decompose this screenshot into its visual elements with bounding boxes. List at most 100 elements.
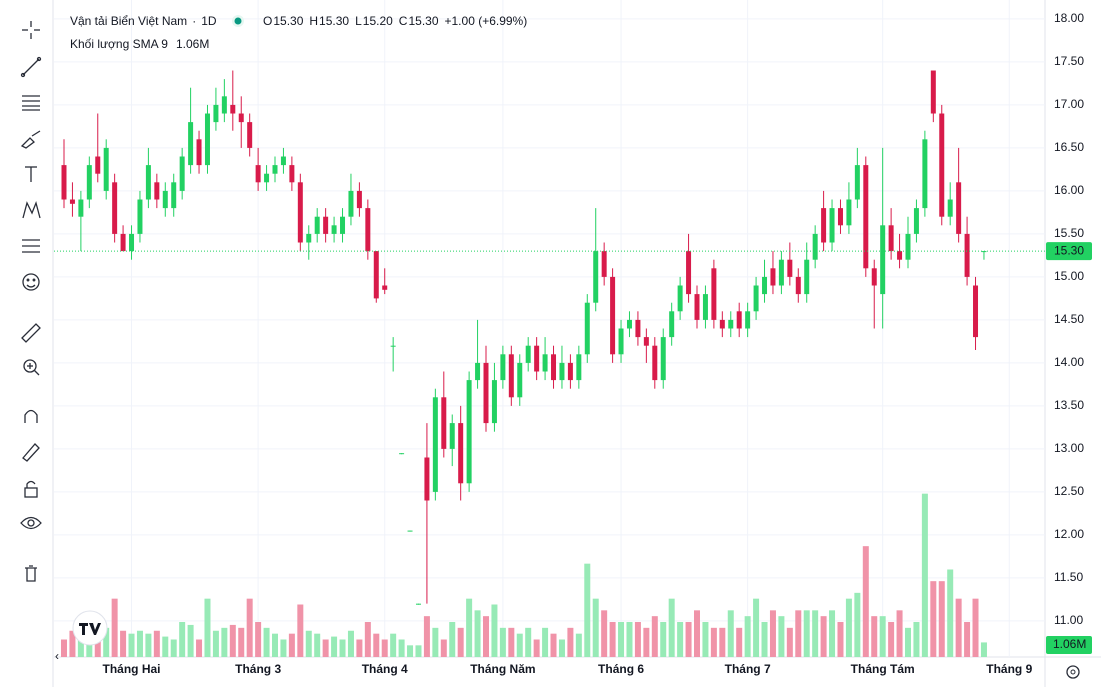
candle-body <box>551 354 557 381</box>
candle-body <box>69 199 75 204</box>
candle-body <box>238 113 244 123</box>
volume-bar <box>964 622 971 657</box>
volume-bar <box>761 622 768 657</box>
candle-body <box>567 362 573 381</box>
zoom-tool[interactable] <box>23 359 40 376</box>
lock-draw-tool[interactable] <box>22 443 40 462</box>
candle-body <box>525 345 531 363</box>
scroll-arrow[interactable]: ‹ <box>55 649 59 663</box>
volume-bar <box>128 633 135 657</box>
candle-body <box>964 233 970 277</box>
brush-tool[interactable] <box>20 130 41 149</box>
candle-body <box>686 251 692 295</box>
candle-body <box>719 319 725 329</box>
candle-body <box>179 156 185 191</box>
candle-body <box>770 268 776 286</box>
candle-body <box>542 354 548 372</box>
x-tick-label: Tháng 4 <box>362 662 408 676</box>
candle-body <box>221 96 227 114</box>
volume-bar <box>229 624 236 657</box>
volume-bar <box>668 598 675 657</box>
x-tick-label: Tháng Năm <box>470 662 535 676</box>
text-tool[interactable] <box>25 166 37 182</box>
volume-bar <box>423 616 430 657</box>
candle-body <box>846 199 852 226</box>
candle-body <box>863 165 869 269</box>
pattern-tool[interactable] <box>22 200 41 219</box>
volume-bar <box>196 639 203 657</box>
settings-button[interactable] <box>1066 665 1080 679</box>
candle-body <box>922 139 928 209</box>
ohlc-legend: O 15.30 H 15.30 L 15.20 C 15.30 +1.00 (+6.99%) <box>263 14 527 28</box>
volume-bar <box>719 627 726 657</box>
volume-bar <box>769 610 776 657</box>
candle-body <box>188 122 194 166</box>
volume-bar <box>685 622 692 657</box>
volume-bar <box>829 610 836 657</box>
magnet-tool[interactable] <box>24 409 38 424</box>
volume-title: Khối lượng SMA 9 <box>70 37 168 51</box>
volume-bar <box>550 633 557 657</box>
volume-bar <box>305 630 312 657</box>
candle-body <box>854 165 860 200</box>
candle-body <box>913 208 919 234</box>
volume-bar <box>238 627 245 657</box>
candle-body <box>939 113 945 217</box>
candle-body <box>356 190 362 209</box>
ruler-tool[interactable] <box>21 323 41 343</box>
volume-bar <box>955 598 962 657</box>
crosshair-tool[interactable] <box>22 21 40 39</box>
visibility-tool[interactable] <box>20 516 42 530</box>
emoji-tool[interactable] <box>22 273 40 291</box>
forecast-tool[interactable] <box>22 239 40 253</box>
candle-body <box>534 345 540 372</box>
volume-bar <box>398 639 405 657</box>
candle-body <box>508 354 514 398</box>
candle-body <box>204 113 210 166</box>
volume-bar <box>120 630 127 657</box>
parallel-lines-tool[interactable] <box>22 95 40 111</box>
volume-bar <box>803 610 810 657</box>
volume-bar <box>710 627 717 657</box>
volume-bar <box>331 636 338 657</box>
volume-bar <box>575 633 582 657</box>
volume-bar <box>339 639 346 657</box>
volume-bar <box>888 622 895 657</box>
candle-body <box>829 208 835 243</box>
volume-bar <box>660 622 667 657</box>
volume-bar <box>837 622 844 657</box>
candle-body <box>61 165 67 200</box>
delete-tool[interactable] <box>25 565 37 582</box>
candle-body <box>643 337 649 346</box>
volume-bar <box>145 633 152 657</box>
candle-body <box>728 319 734 329</box>
y-tick-label: 17.00 <box>1054 97 1084 111</box>
y-tick-label: 12.00 <box>1054 527 1084 541</box>
volume-bar <box>221 627 228 657</box>
candle-body <box>711 268 717 320</box>
volume-bar <box>263 627 270 657</box>
volume-bar <box>542 627 549 657</box>
volume-bar <box>896 610 903 657</box>
candle-body <box>871 268 877 286</box>
y-tick-label: 13.50 <box>1054 398 1084 412</box>
logo <box>72 610 108 646</box>
candle-body <box>466 380 472 484</box>
volume-bar <box>601 610 608 657</box>
volume-bar <box>246 598 253 657</box>
volume-bar <box>516 633 523 657</box>
y-tick-label: 11.50 <box>1054 570 1083 584</box>
lock-tool[interactable] <box>24 480 38 498</box>
ohlc-value: 15.30 <box>408 14 438 28</box>
candle-body <box>323 216 329 234</box>
candle-body <box>576 354 582 381</box>
candle-body <box>787 259 793 277</box>
candle-body <box>778 259 784 286</box>
trendline-tool[interactable] <box>20 56 42 78</box>
volume-bar <box>980 642 987 657</box>
ohlc-key: C <box>399 14 408 28</box>
last-price-box <box>1046 242 1092 261</box>
volume-bar <box>786 627 793 657</box>
volume-bar <box>584 563 591 657</box>
